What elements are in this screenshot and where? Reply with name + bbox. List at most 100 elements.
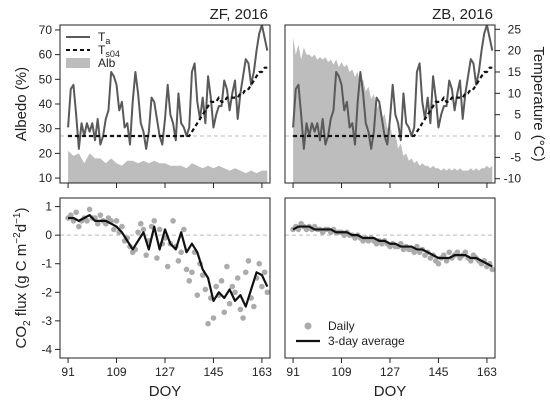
y-tick-label: 10 (39, 171, 53, 185)
y-tick-label: 20 (39, 146, 53, 160)
y-tick-label: 0 (45, 228, 52, 242)
daily-point (240, 315, 246, 321)
daily-point (151, 218, 158, 224)
plot-area (285, 220, 495, 273)
y-tick-label: -2 (41, 285, 52, 299)
panel-zf-co2-flux: 91 109 127 145 163 -4 -3 -2 -1 0 1 DOY CO2 flux (g C… (12, 197, 272, 400)
y-tick-label: 30 (39, 122, 53, 136)
y-axis-title-albedo: Albedo (%) (13, 67, 30, 141)
daily-point (259, 283, 265, 290)
daily-point (186, 278, 193, 284)
x-tick-label: 127 (155, 365, 175, 379)
y-tick-label: -1 (41, 257, 52, 271)
daily-point (245, 258, 252, 264)
series-ta-line (292, 25, 494, 150)
x-tick-label: 127 (380, 365, 400, 379)
y-tick-label: 60 (39, 48, 53, 62)
y2-tick-label: 5 (514, 108, 521, 122)
panel-zf-temperature-albedo: 10 20 30 40 50 60 70 ZF, 2016 Albedo (%) TaTs04Al… (13, 6, 271, 188)
y-axis-title-part: flux (g C m (13, 244, 30, 321)
daily-point (202, 286, 209, 293)
legend-label-ta: Ta (98, 30, 110, 46)
series-albedo-area (293, 37, 493, 183)
daily-point (213, 283, 219, 290)
daily-point (443, 258, 450, 264)
daily-point (446, 249, 453, 256)
daily-point (237, 306, 244, 313)
y-tick-label: 50 (39, 72, 53, 86)
y2-tick-label: 25 (508, 22, 522, 36)
daily-point (210, 315, 217, 321)
daily-point (140, 226, 147, 233)
series-avg-line (292, 225, 493, 268)
panel-title: ZF, 2016 (210, 6, 268, 23)
daily-point (441, 252, 447, 258)
daily-point (156, 226, 163, 233)
daily-point (86, 206, 93, 213)
y-tick-label: -4 (41, 342, 52, 356)
daily-point (256, 260, 263, 267)
y-axis-title-co2-flux: CO2 flux (g C m−2d−1) (12, 208, 33, 349)
y2-tick-label: 20 (508, 44, 522, 58)
daily-point (221, 309, 228, 316)
y2-tick-label: -5 (510, 150, 521, 164)
daily-point (435, 260, 442, 267)
x-tick-label: 163 (252, 365, 272, 379)
daily-point (137, 220, 144, 227)
series-avg-line (68, 214, 269, 308)
y2-tick-label: 0 (514, 129, 521, 143)
daily-point (113, 218, 120, 224)
legend-swatch-alb (66, 58, 90, 68)
daily-point (454, 249, 461, 256)
daily-point (154, 255, 160, 261)
daily-point (229, 283, 236, 290)
legend-label-ts04: Ts04 (98, 43, 120, 59)
x-tick-label: 91 (286, 365, 300, 379)
y-axis-title-part: ) (13, 208, 30, 213)
y2-tick-label: 15 (508, 65, 522, 79)
legend-label-subscript: s04 (105, 49, 120, 59)
daily-point (467, 258, 474, 264)
daily-point (194, 292, 201, 298)
daily-point (181, 226, 187, 233)
y-tick-label: -3 (41, 314, 52, 328)
daily-point (94, 220, 101, 227)
y-tick-label: 1 (45, 200, 52, 214)
x-axis-title: DOY (374, 383, 407, 400)
series-albedo-area (68, 150, 268, 183)
daily-point (175, 258, 182, 264)
daily-point (76, 223, 82, 230)
plot-area (60, 206, 270, 327)
daily-point (178, 249, 184, 256)
series-ts04-line (293, 66, 493, 138)
daily-point (189, 269, 195, 276)
daily-point (97, 212, 104, 218)
daily-point (462, 249, 469, 256)
legend-label-main: T (98, 30, 106, 44)
legend-label-main: T (98, 43, 106, 57)
legend-label-alb: Alb (98, 56, 116, 70)
daily-point (119, 223, 125, 230)
plot-area (285, 25, 495, 183)
x-tick-label: 91 (61, 365, 75, 379)
daily-point (73, 209, 79, 216)
panel-title: ZB, 2016 (432, 6, 493, 23)
daily-point (489, 266, 495, 273)
plot-area (60, 25, 270, 183)
x-tick-label: 163 (477, 365, 497, 379)
x-tick-label: 145 (203, 365, 223, 379)
y-axis-title-temperature: Temperature (°C) (530, 46, 547, 161)
x-tick-label: 109 (107, 365, 127, 379)
daily-point (242, 269, 249, 276)
y-tick-label: 70 (39, 23, 53, 37)
daily-point (135, 229, 141, 236)
daily-point (67, 212, 74, 218)
legend-label-subscript: a (105, 36, 110, 46)
daily-point (251, 303, 257, 310)
series-ts04-line (68, 66, 268, 138)
y-axis-title-part: d (13, 224, 30, 232)
legend-swatch-daily (304, 322, 312, 330)
